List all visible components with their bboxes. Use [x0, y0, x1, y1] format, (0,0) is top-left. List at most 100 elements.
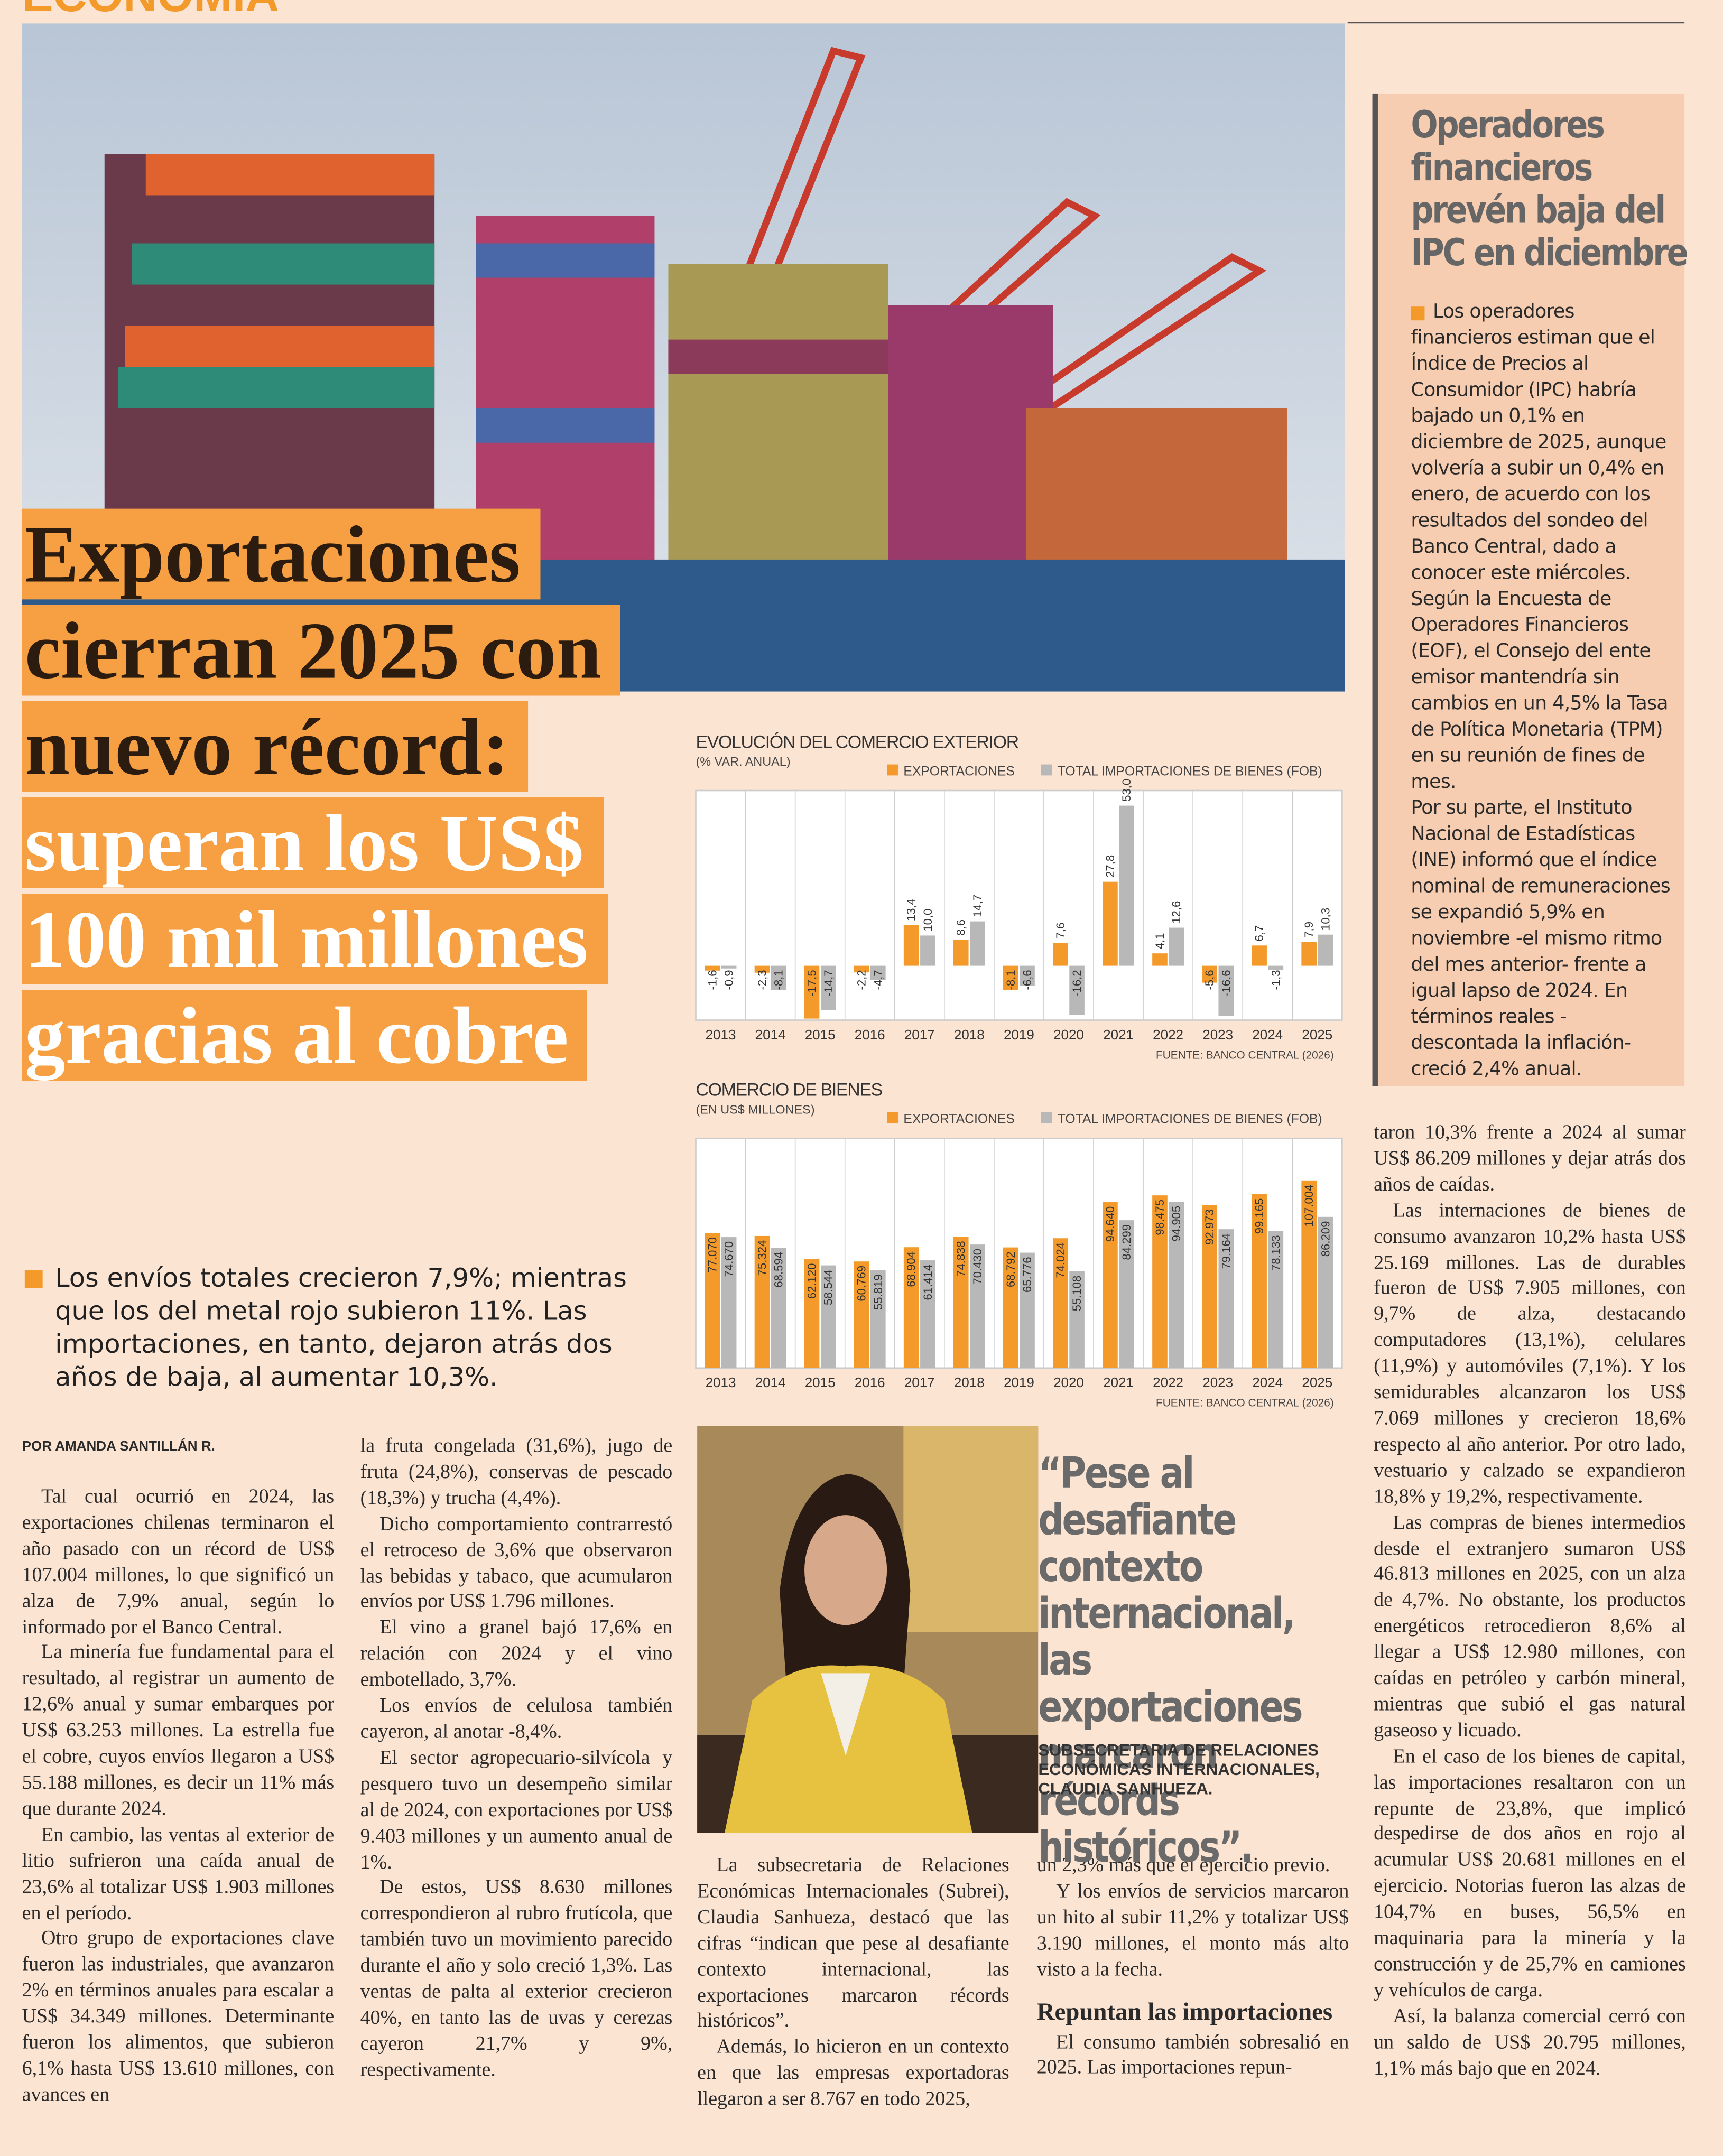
value-label: 74.838 — [955, 1241, 968, 1277]
bar — [1069, 965, 1085, 1015]
sidebar: Operadores financieros prevén baja del I… — [1372, 93, 1689, 1086]
value-label: 74.670 — [722, 1241, 736, 1277]
bar — [903, 1247, 919, 1368]
x-tick-label: 2014 — [755, 1374, 786, 1390]
x-tick-label: 2025 — [1302, 1027, 1332, 1043]
body-column: La subsecretaria de Relaciones Económica… — [697, 1853, 1009, 2113]
body-column: un 2,3% más que el ejercicio previo. Y lo… — [1037, 1853, 1349, 2082]
bar — [1152, 1195, 1168, 1368]
x-tick-label: 2018 — [954, 1374, 985, 1390]
x-tick-label: 2023 — [1202, 1027, 1233, 1043]
bar — [970, 1244, 985, 1368]
value-label: 27,8 — [1104, 855, 1117, 878]
value-label: 58.544 — [822, 1269, 835, 1305]
value-label: -16,2 — [1070, 970, 1083, 996]
bar — [920, 1260, 935, 1368]
paragraph: Las compras de bienes intermedios desde … — [1374, 1511, 1686, 1742]
chart-subtitle: (EN US$ MILLONES) — [696, 1102, 814, 1116]
chart: EVOLUCIÓN DEL COMERCIO EXTERIOR (% VAR. A… — [695, 732, 1343, 1061]
paragraph: un 2,3% más que el ejercicio previo. — [1036, 1854, 1330, 1877]
bar — [1301, 1180, 1317, 1368]
bar — [1218, 1229, 1234, 1368]
value-label: 92.973 — [1203, 1209, 1216, 1245]
paragraph: Dicho comportamiento contrarrestó el ret… — [360, 1513, 673, 1614]
bar — [1301, 942, 1317, 966]
bar — [820, 965, 836, 1010]
value-label: -8,1 — [772, 970, 785, 990]
bar — [1119, 805, 1134, 966]
value-label: 78.133 — [1269, 1235, 1282, 1271]
chart-title: EVOLUCIÓN DEL COMERCIO EXTERIOR — [696, 732, 1018, 752]
value-label: 74.024 — [1054, 1242, 1067, 1278]
paragraph: Y los envíos de servicios marcaron un hi… — [1036, 1880, 1349, 1981]
x-tick-label: 2022 — [1153, 1374, 1183, 1390]
body-column: Tal cual ocurrió en 2024, las exportacio… — [22, 1485, 335, 2109]
paragraph: Los envíos de celulosa también cayeron, … — [360, 1695, 673, 1743]
x-tick-label: 2019 — [1004, 1027, 1034, 1043]
x-tick-label: 2024 — [1252, 1374, 1283, 1390]
bar — [1152, 953, 1168, 966]
chart-source: FUENTE: BANCO CENTRAL (2026) — [1156, 1049, 1334, 1061]
value-label: 84.299 — [1120, 1224, 1133, 1260]
value-label: 68.792 — [1004, 1251, 1017, 1287]
value-label: 94.905 — [1170, 1206, 1183, 1242]
bar — [1268, 965, 1284, 970]
value-label: 107.004 — [1302, 1185, 1316, 1227]
legend-swatch — [887, 1112, 898, 1123]
body-column: la fruta congelada (31,6%), jugo de frut… — [360, 1434, 673, 2084]
x-tick-label: 2013 — [706, 1374, 736, 1390]
bar — [854, 1261, 869, 1368]
paragraph: Además, lo hicieron en un contexto en qu… — [697, 2037, 1009, 2111]
bar — [804, 965, 820, 1019]
x-tick-label: 2025 — [1302, 1374, 1332, 1390]
paragraph: En el caso de los bienes de capital, las… — [1374, 1745, 1686, 2002]
legend-label: EXPORTACIONES — [903, 764, 1014, 778]
value-label: -1,6 — [706, 970, 719, 990]
value-label: 75.324 — [755, 1240, 768, 1276]
sidebar-title: Operadores financieros prevén baja del I… — [1411, 104, 1688, 275]
bar — [705, 1233, 720, 1368]
portrait-photo — [697, 1426, 1039, 1833]
bar — [1003, 1247, 1018, 1368]
headline: Exportaciones cierran 2025 con nuevo réc… — [22, 506, 682, 1083]
bar — [754, 1235, 770, 1368]
bar — [721, 965, 737, 969]
chart-title: COMERCIO DE BIENES — [696, 1080, 882, 1100]
bar — [1020, 965, 1035, 986]
bar — [1202, 1205, 1217, 1368]
value-label: -14,7 — [822, 970, 835, 996]
paragraph: la fruta congelada (31,6%), jugo de frut… — [360, 1435, 673, 1510]
bar — [1020, 1252, 1035, 1368]
value-label: -4,7 — [872, 970, 885, 990]
bar — [1318, 1216, 1333, 1368]
paragraph: En cambio, las ventas al exterior de lit… — [22, 1824, 335, 1925]
byline: POR AMANDA SANTILLÁN R. — [22, 1439, 215, 1455]
bar — [1119, 1220, 1134, 1368]
x-tick-label: 2017 — [904, 1027, 935, 1043]
x-tick-label: 2024 — [1252, 1027, 1283, 1043]
bar — [804, 1259, 820, 1368]
paragraph: El vino a granel bajó 17,6% en relación … — [360, 1617, 673, 1692]
headline-light: superan los US$ 100 mil millones gracias… — [22, 797, 608, 1081]
value-label: 6,7 — [1253, 925, 1266, 942]
bar — [1318, 934, 1333, 966]
value-label: 10,0 — [921, 909, 934, 932]
value-label: 98.475 — [1153, 1200, 1166, 1235]
body-column: taron 10,3% frente a 2024 al sumar US$ 8… — [1374, 1120, 1686, 2082]
bar — [920, 935, 935, 966]
x-tick-label: 2013 — [706, 1027, 736, 1043]
x-tick-label: 2021 — [1103, 1027, 1134, 1043]
bar — [1202, 965, 1217, 983]
value-label: 86.209 — [1319, 1221, 1332, 1257]
value-label: 68.904 — [905, 1251, 918, 1287]
legend-swatch — [1041, 1112, 1052, 1123]
bar — [820, 1265, 836, 1368]
section-label: ECONOMÍA — [22, 0, 280, 23]
chart: COMERCIO DE BIENES (EN US$ MILLONES) EXPOR… — [695, 1080, 1343, 1409]
paragraph: El consumo también sobresalió en 2025. L… — [1036, 2031, 1349, 2079]
value-label: -5,6 — [1203, 970, 1216, 990]
bar — [1053, 943, 1068, 966]
x-tick-label: 2016 — [855, 1374, 885, 1390]
bar — [970, 921, 985, 966]
